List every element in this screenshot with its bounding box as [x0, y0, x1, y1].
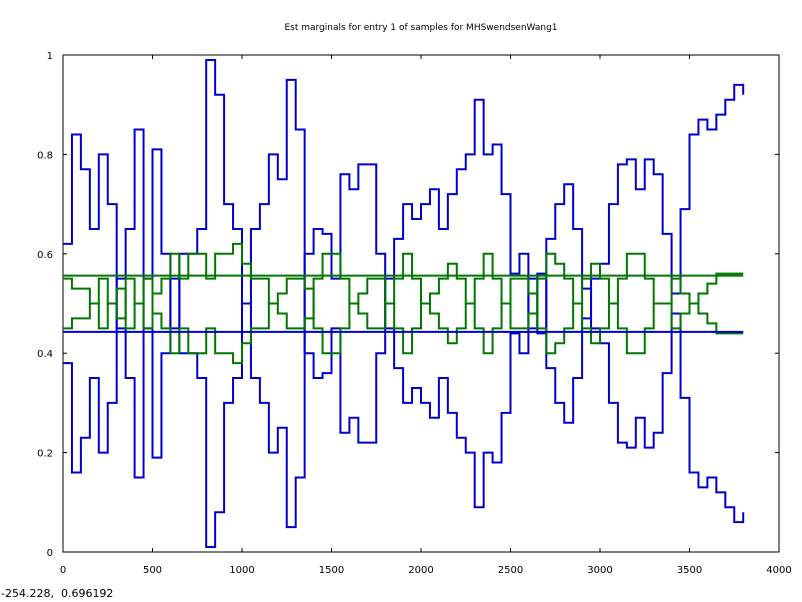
x-tick-label: 500: [143, 565, 162, 576]
y-tick-label: 0.6: [37, 250, 53, 261]
coordinate-readout: -254.228, 0.696192: [1, 587, 114, 600]
y-tick-label: 0.8: [37, 150, 53, 161]
x-tick-label: 3000: [587, 565, 612, 576]
x-tick-label: 2000: [408, 565, 433, 576]
x-tick-label: 0: [60, 565, 66, 576]
x-tick-label: 1500: [319, 565, 344, 576]
series-line-3: [63, 262, 744, 365]
x-tick-label: 4000: [766, 565, 791, 576]
x-tick-label: 1000: [229, 565, 254, 576]
y-tick-label: 0.4: [37, 349, 53, 360]
y-tick-label: 1: [47, 51, 53, 62]
series-line-2: [63, 242, 744, 345]
y-tick-label: 0.2: [37, 449, 53, 460]
series-lines: [63, 58, 745, 549]
x-tick-label: 2500: [498, 565, 523, 576]
y-tick-label: 0: [47, 548, 53, 559]
chart-title: Est marginals for entry 1 of samples for…: [284, 23, 557, 33]
x-tick-label: 3500: [677, 565, 702, 576]
axis-ticks: 0 500 1000 1500 2000 2500 3000 3500 4000 0 0.2 0.4 0…: [37, 51, 792, 576]
